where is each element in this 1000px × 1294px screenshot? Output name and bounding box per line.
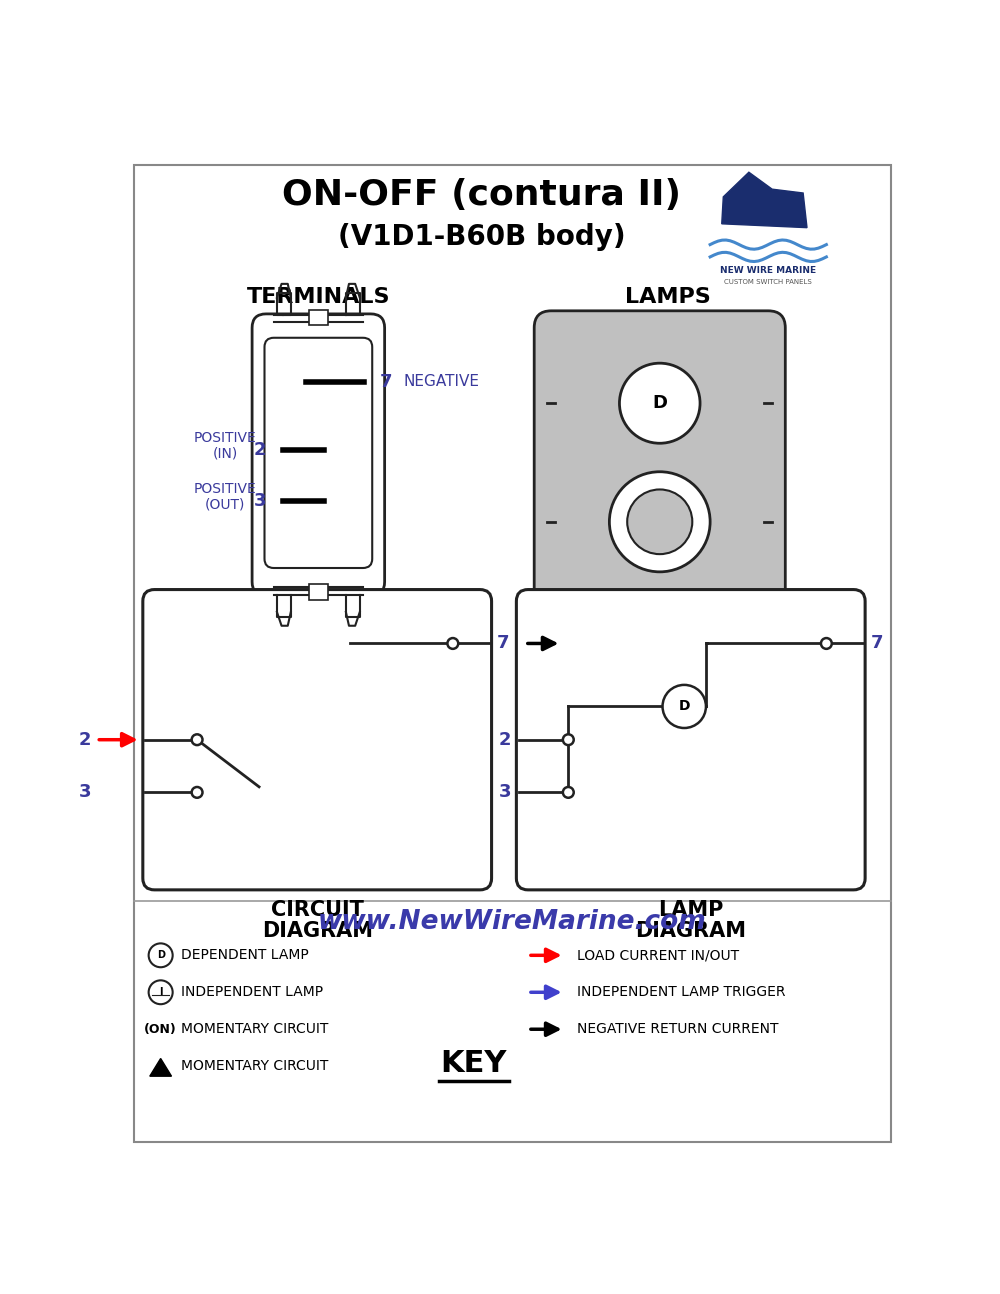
Bar xyxy=(309,584,328,599)
Text: ON-OFF (contura II): ON-OFF (contura II) xyxy=(282,179,681,212)
FancyBboxPatch shape xyxy=(134,164,891,1143)
Circle shape xyxy=(627,489,692,554)
Text: D: D xyxy=(678,700,690,713)
FancyBboxPatch shape xyxy=(143,590,492,890)
Circle shape xyxy=(563,734,574,745)
Text: 3: 3 xyxy=(78,783,91,801)
Circle shape xyxy=(563,787,574,798)
Bar xyxy=(309,311,328,326)
Text: 7: 7 xyxy=(380,373,392,391)
Circle shape xyxy=(663,685,706,729)
Text: CUSTOM SWITCH PANELS: CUSTOM SWITCH PANELS xyxy=(724,278,812,285)
Text: (V1D1-B60B body): (V1D1-B60B body) xyxy=(338,223,625,251)
Circle shape xyxy=(149,981,173,1004)
Text: CIRCUIT
DIAGRAM: CIRCUIT DIAGRAM xyxy=(262,899,373,942)
Text: 3: 3 xyxy=(498,783,511,801)
Text: INDEPENDENT LAMP: INDEPENDENT LAMP xyxy=(181,985,323,999)
Text: DEPENDENT LAMP: DEPENDENT LAMP xyxy=(181,949,309,963)
Text: LOAD CURRENT IN/OUT: LOAD CURRENT IN/OUT xyxy=(577,949,739,963)
Text: 7: 7 xyxy=(497,634,510,652)
Text: NEW WIRE MARINE: NEW WIRE MARINE xyxy=(720,267,816,276)
Text: LAMPS: LAMPS xyxy=(625,287,710,307)
Text: TERMINALS: TERMINALS xyxy=(247,287,390,307)
Text: (ON): (ON) xyxy=(144,1022,177,1035)
Text: INDEPENDENT LAMP TRIGGER: INDEPENDENT LAMP TRIGGER xyxy=(577,985,785,999)
Circle shape xyxy=(149,943,173,967)
Polygon shape xyxy=(150,1058,172,1077)
Text: I: I xyxy=(159,987,162,998)
FancyBboxPatch shape xyxy=(534,311,785,615)
Text: 3: 3 xyxy=(254,492,266,510)
Text: POSITIVE
(IN): POSITIVE (IN) xyxy=(194,431,257,461)
FancyBboxPatch shape xyxy=(516,590,865,890)
Text: D: D xyxy=(652,395,667,413)
Circle shape xyxy=(192,734,202,745)
FancyBboxPatch shape xyxy=(264,338,372,568)
Text: 7: 7 xyxy=(871,634,883,652)
Polygon shape xyxy=(722,172,807,228)
Circle shape xyxy=(821,638,832,648)
Text: NEGATIVE: NEGATIVE xyxy=(403,374,479,389)
Text: LAMP
DIAGRAM: LAMP DIAGRAM xyxy=(635,899,746,942)
Text: NEGATIVE RETURN CURRENT: NEGATIVE RETURN CURRENT xyxy=(577,1022,778,1036)
Text: 2: 2 xyxy=(498,731,511,749)
Text: MOMENTARY CIRCUIT: MOMENTARY CIRCUIT xyxy=(181,1060,328,1073)
FancyBboxPatch shape xyxy=(252,314,385,595)
Circle shape xyxy=(447,638,458,648)
Text: POSITIVE
(OUT): POSITIVE (OUT) xyxy=(194,481,257,512)
Text: 2: 2 xyxy=(78,731,91,749)
Text: MOMENTARY CIRCUIT: MOMENTARY CIRCUIT xyxy=(181,1022,328,1036)
Text: 2: 2 xyxy=(254,441,266,459)
Circle shape xyxy=(192,787,202,798)
Text: www.NewWireMarine.com: www.NewWireMarine.com xyxy=(318,910,707,936)
Text: KEY: KEY xyxy=(441,1048,507,1078)
Circle shape xyxy=(609,472,710,572)
Text: D: D xyxy=(157,950,165,960)
Circle shape xyxy=(619,364,700,444)
